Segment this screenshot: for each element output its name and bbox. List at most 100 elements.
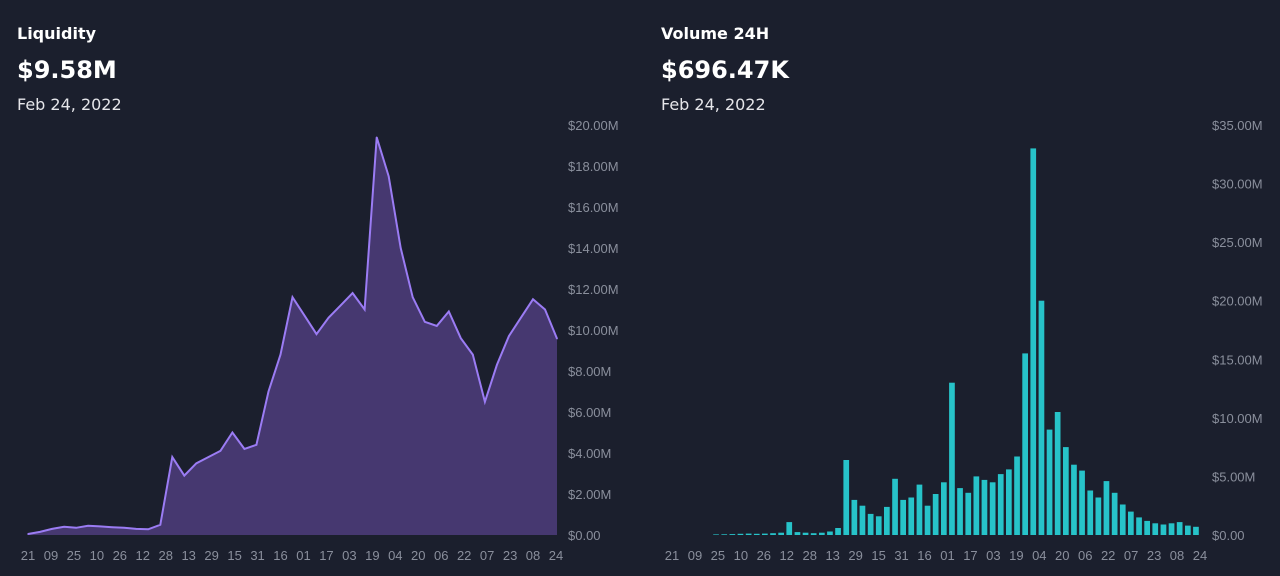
liquidity-point <box>135 528 137 530</box>
x-tick-label: 12 <box>136 548 150 563</box>
volume-bar <box>843 460 850 535</box>
liquidity-point <box>147 528 149 531</box>
x-tick-label: 21 <box>21 548 35 563</box>
x-tick-label: 09 <box>688 548 702 563</box>
volume-bar <box>827 531 833 535</box>
y-tick-label: $10.00M <box>568 323 619 338</box>
volume-bar <box>932 494 939 535</box>
volume-bar <box>1128 511 1134 535</box>
y-tick-label: $0.00 <box>568 528 601 543</box>
liquidity-point <box>267 390 270 393</box>
liquidity-point <box>544 308 546 311</box>
volume-bar <box>1038 300 1045 535</box>
volume-bar <box>900 499 906 535</box>
y-tick-label: $25.00M <box>1212 235 1263 250</box>
liquidity-point <box>351 292 354 294</box>
x-tick-label: 28 <box>803 548 817 563</box>
volume-bar <box>981 479 988 535</box>
y-tick-label: $20.00M <box>1212 294 1263 309</box>
liquidity-point <box>315 333 318 335</box>
liquidity-point <box>448 310 450 313</box>
volume-bar <box>762 533 768 535</box>
liquidity-date: Feb 24, 2022 <box>17 95 122 114</box>
liquidity-point <box>39 531 41 533</box>
volume-bar <box>745 533 752 535</box>
liquidity-point <box>63 526 65 528</box>
liquidity-point <box>532 298 534 301</box>
x-tick-label: 03 <box>342 548 356 563</box>
liquidity-point <box>255 444 258 446</box>
x-tick-label: 31 <box>250 548 264 563</box>
x-tick-label: 09 <box>44 548 58 563</box>
liquidity-point <box>508 335 510 337</box>
liquidity-value: $9.58M <box>17 56 117 84</box>
volume-bar <box>1119 504 1126 535</box>
x-tick-label: 21 <box>665 548 679 563</box>
x-tick-label: 17 <box>963 548 977 563</box>
volume-bar <box>1054 412 1061 535</box>
y-tick-label: $30.00M <box>1212 177 1263 192</box>
volume-bar <box>810 533 817 535</box>
liquidity-point <box>472 353 474 356</box>
liquidity-chart[interactable]: $0.00 $2.00M $4.00M $6.00M $8.00M $10.00M $12.… <box>0 0 640 576</box>
volume-bar <box>1087 490 1094 535</box>
x-tick-label: 16 <box>273 548 287 563</box>
volume-bar <box>1014 456 1020 535</box>
liquidity-point <box>436 325 438 327</box>
x-tick-label: 25 <box>67 548 81 563</box>
liquidity-point <box>496 364 498 366</box>
volume-bar <box>892 478 898 535</box>
liquidity-point <box>399 247 402 249</box>
y-tick-label: $5.00M <box>1212 469 1255 484</box>
volume-bar <box>916 484 923 535</box>
volume-bar <box>1030 148 1037 535</box>
volume-label: Volume 24H <box>661 24 770 43</box>
volume-bar <box>713 534 719 535</box>
y-tick-label: $14.00M <box>568 241 619 256</box>
x-tick-label: 28 <box>159 548 173 563</box>
x-tick-label: 16 <box>917 548 931 563</box>
volume-bar <box>997 474 1004 535</box>
volume-bar <box>859 505 866 535</box>
liquidity-point <box>87 525 89 527</box>
liquidity-point <box>123 527 125 529</box>
x-tick-label: 10 <box>734 548 748 563</box>
y-tick-label: $0.00 <box>1212 528 1245 543</box>
y-tick-label: $12.00M <box>568 282 619 297</box>
x-tick-label: 29 <box>848 548 862 563</box>
liquidity-point <box>424 321 426 323</box>
x-tick-label: 19 <box>365 548 379 563</box>
volume-bar <box>1193 526 1199 535</box>
volume-bar <box>1006 469 1012 535</box>
liquidity-point <box>484 401 486 403</box>
volume-bar <box>835 528 841 535</box>
volume-bar <box>1168 523 1175 535</box>
volume-bar <box>941 482 947 535</box>
y-tick-label: $15.00M <box>1212 352 1263 367</box>
volume-date: Feb 24, 2022 <box>661 95 766 114</box>
x-tick-label: 07 <box>1124 548 1138 563</box>
volume-bar <box>1071 464 1077 535</box>
volume-bar <box>770 533 776 535</box>
liquidity-point <box>195 462 198 465</box>
volume-bar <box>1152 523 1159 535</box>
volume-bar <box>802 532 809 535</box>
volume-bar <box>786 522 793 535</box>
y-tick-label: $4.00M <box>568 446 611 461</box>
volume-bar <box>753 533 760 535</box>
liquidity-point <box>207 456 210 458</box>
x-tick-label: 04 <box>388 548 402 563</box>
x-tick-label: 15 <box>227 548 241 563</box>
volume-chart[interactable]: $0.00 $5.00M $10.00M $15.00M $20.00M $25.00M $… <box>644 0 1280 576</box>
volume-bar <box>1079 470 1085 535</box>
x-tick-label: 07 <box>480 548 494 563</box>
volume-bar <box>851 499 858 535</box>
x-tick-label: 31 <box>894 548 908 563</box>
liquidity-point <box>159 524 162 526</box>
volume-bar <box>1176 522 1183 535</box>
y-tick-label: $8.00M <box>568 364 611 379</box>
volume-bar <box>1095 497 1102 535</box>
x-tick-label: 25 <box>711 548 725 563</box>
volume-bar <box>1063 447 1069 535</box>
liquidity-point <box>171 456 174 458</box>
